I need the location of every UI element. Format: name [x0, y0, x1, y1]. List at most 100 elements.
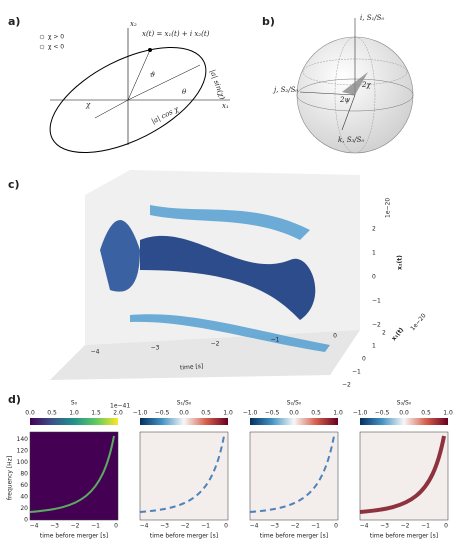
x-tick-label: −4 — [360, 523, 369, 530]
length-label: |a| sin(χ) — [208, 69, 226, 101]
x-tick-label: −2 — [291, 523, 300, 530]
panel-d: d) frequency [Hz] — [7, 393, 21, 500]
x-tick-label: −1 — [311, 523, 320, 530]
chirp-track — [359, 435, 446, 514]
axis — [299, 91, 356, 96]
colorbar-tick-label: 1.0 — [443, 410, 453, 417]
plot-title: S₂/S₀ — [287, 400, 302, 407]
projection — [130, 314, 330, 352]
axis-label: x₁(t) — [390, 326, 405, 342]
x-tick-label: −1 — [271, 337, 280, 344]
angle-label: χ — [85, 101, 91, 109]
z-tick-label: 0 — [372, 274, 376, 281]
colorbar-tick-label: 0.5 — [311, 410, 321, 417]
panel-a: a) χ > 0 χ < 0 x₂ x₁ x(t) = x₁(t) + i x₂… — [8, 15, 230, 154]
x-tick-label: −3 — [380, 523, 389, 530]
ellipse — [49, 46, 207, 154]
colorbar-tick-label: 0.0 — [399, 410, 409, 417]
angle-label: θ — [182, 88, 187, 96]
projection — [150, 205, 310, 240]
angle-label: ϑ — [150, 71, 155, 79]
vector — [127, 49, 151, 101]
colorbar-tick-label: −0.5 — [155, 410, 170, 417]
x-axis-label: time before merger [s] — [260, 533, 328, 540]
panel-b: b) i, S₁/S₀ j, S₂/S₀ k, S₃/S₀ 2ψ 2χ — [262, 14, 414, 154]
colorbar-tick-label: −1.0 — [243, 410, 258, 417]
waveform — [140, 235, 316, 320]
z-tick-label: −1 — [372, 298, 381, 305]
colorbar-tick-label: 0.5 — [201, 410, 211, 417]
colorbar — [140, 418, 228, 425]
z-tick-label: −2 — [372, 322, 381, 329]
colorbar-tick-label: 0.5 — [47, 410, 57, 417]
x-tick-label: −4 — [140, 523, 149, 530]
colorbar-tick-label: 1.5 — [91, 410, 101, 417]
x-tick-label: −2 — [211, 341, 220, 348]
y-tick-label: 1 — [372, 343, 376, 350]
colorbar-tick-label: 0.0 — [179, 410, 189, 417]
point — [148, 48, 152, 52]
angle-label: 2ψ — [339, 96, 350, 104]
colorbar — [250, 418, 338, 425]
panel-c: c) time [s] x₁(t) 1e−20 x₂(t) 1e−20 — [8, 170, 428, 380]
colorbar-tick-label: 1.0 — [69, 410, 79, 417]
y-tick-label: 140 — [17, 436, 29, 443]
colorbar-tick-label: −1.0 — [353, 410, 368, 417]
x-tick-label: −3 — [160, 523, 169, 530]
x-tick-label: −1 — [201, 523, 210, 530]
axis-label: j, S₂/S₀ — [272, 86, 298, 94]
y-tick-label: 60 — [20, 482, 28, 489]
heatmap — [139, 431, 229, 521]
x-tick-label: −3 — [50, 523, 59, 530]
meridian — [334, 36, 376, 154]
wedge — [342, 72, 368, 95]
x-tick-label: −1 — [91, 523, 100, 530]
axis-label: x₁ — [222, 102, 229, 110]
axis-label: x₂(t) — [397, 255, 404, 270]
plot-title: S₀ — [71, 400, 78, 407]
plot-title: S₃/S₀ — [397, 400, 412, 407]
y-tick-label: 40 — [20, 494, 28, 501]
panel-label: a) — [8, 15, 20, 28]
exponent: 1e−20 — [409, 312, 427, 332]
colorbar — [360, 418, 448, 425]
x-tick-label: −2 — [181, 523, 190, 530]
y-tick-label: 120 — [17, 448, 29, 455]
chirp-track — [29, 435, 115, 513]
panel-label: d) — [8, 393, 21, 406]
colorbar-tick-label: −1.0 — [133, 410, 148, 417]
y-tick-label: 100 — [17, 459, 29, 466]
legend-icon — [39, 44, 45, 50]
colorbar-tick-label: 0.0 — [25, 410, 35, 417]
legend-entry: χ > 0 — [48, 34, 64, 41]
y-tick-label: −1 — [352, 369, 361, 376]
heatmap — [359, 431, 449, 521]
y-tick-label: 20 — [20, 505, 28, 512]
colorbar — [30, 418, 118, 425]
colorbar-tick-label: −0.5 — [375, 410, 390, 417]
y-tick-label: 2 — [382, 330, 386, 337]
x-tick-label: −4 — [91, 349, 100, 356]
z-tick-label: 1 — [372, 250, 376, 257]
heatmap — [29, 431, 119, 521]
equation: x(t) = x₁(t) + i x₂(t) — [142, 30, 210, 38]
x-tick-label: −4 — [30, 523, 39, 530]
legend-icon — [39, 34, 45, 40]
minor-axis — [94, 99, 129, 119]
colorbar-tick-label: 0.0 — [289, 410, 299, 417]
exponent: 1e−20 — [385, 198, 392, 218]
x-tick-label: −2 — [71, 523, 80, 530]
colorbar-tick-label: 2.0 — [113, 410, 123, 417]
y-tick-label: 80 — [20, 471, 28, 478]
waveform — [100, 220, 140, 292]
x-tick-label: −3 — [151, 345, 160, 352]
axis-label: i, S₁/S₀ — [360, 14, 384, 22]
legend-entry: χ < 0 — [48, 44, 64, 51]
angle-label: 2χ — [361, 81, 371, 89]
x-tick-label: 0 — [334, 523, 338, 530]
x-tick-label: 0 — [224, 523, 228, 530]
axis — [341, 94, 356, 131]
axis-label: k, S₃/S₀ — [338, 136, 364, 144]
x-axis-label: time before merger [s] — [40, 533, 108, 540]
